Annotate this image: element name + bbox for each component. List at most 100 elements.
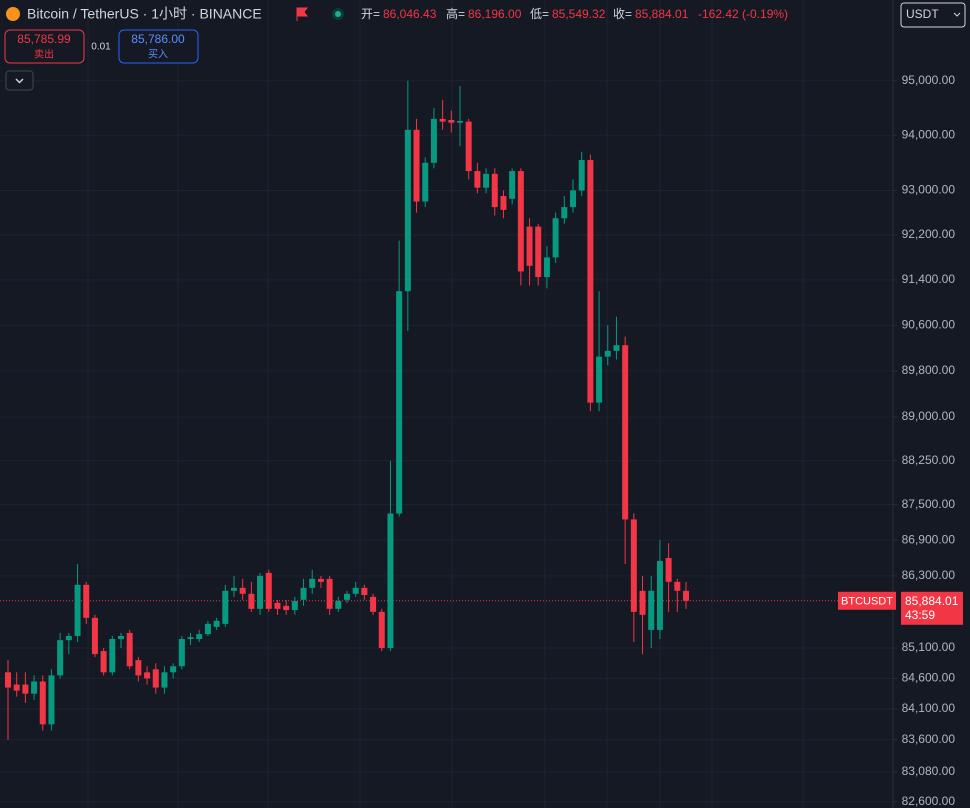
candle-body [578,160,585,191]
candle-body [31,681,38,694]
buy-label[interactable]: 买入 [148,49,168,61]
candle-body [65,635,72,641]
y-tick-label: 84,100.00 [902,701,956,715]
candle-body [335,601,342,609]
candle-body [257,575,264,609]
candle-body [370,596,377,612]
collapse-box[interactable] [5,70,34,91]
candle-body [144,672,151,679]
candles [5,80,689,740]
candle-body [265,572,272,609]
candle-body [352,587,359,594]
buy-button[interactable]: 85,786.00 买入 [118,29,199,64]
flag-icon[interactable] [296,7,308,21]
ohlc-value: 86,196.00 [468,7,522,21]
candle-body [178,638,185,667]
sell-price[interactable]: 85,785.99 [17,32,71,46]
ohlc-value: 86,046.43 [383,7,437,21]
candle-body [526,226,533,266]
candle-body [422,162,429,202]
candle-body [465,121,472,172]
y-tick-label: 84,600.00 [902,671,956,685]
candle-body [57,640,64,676]
sell-box[interactable] [4,29,85,64]
candle-body [630,519,637,612]
candle-body [639,590,646,615]
candle-body [291,601,298,611]
candle-body [118,635,124,639]
ohlc-label: 开= [361,7,380,21]
y-tick-label: 91,400.00 [902,272,956,286]
candle-body [204,623,211,635]
y-tick-label: 86,900.00 [902,532,956,546]
candle-body [509,171,516,199]
price-box [901,591,963,625]
candle-body [152,669,159,688]
candle-body [239,587,246,594]
candle-body [231,587,237,591]
candle-body [587,160,594,403]
status-dot [335,11,341,17]
candle-body [170,666,177,673]
candle-body [517,171,524,272]
ohlc-label: 收= [613,7,632,21]
currency-dropdown[interactable]: USDT [900,2,966,28]
y-tick-label: 95,000.00 [902,73,956,87]
sell-label[interactable]: 卖出 [34,48,54,61]
y-tick-label: 94,000.00 [902,127,956,141]
dropdown-box[interactable] [900,2,966,28]
candle-body [552,218,559,258]
chevron[interactable] [15,78,24,84]
buy-box[interactable] [118,29,199,64]
quantity[interactable]: 0.01 [91,42,111,53]
ohlc-label: 高= [446,6,465,21]
candle-body [387,513,394,649]
candle-body [344,593,350,600]
buy-price[interactable]: 85,786.00 [131,32,185,46]
candle-body [100,651,107,673]
chevron[interactable] [953,12,961,17]
sell-button[interactable]: 85,785.99 卖出 [4,29,85,64]
candle-body [483,173,490,188]
symbol-title[interactable]: Bitcoin / TetherUS · 1小时 · BINANCE [27,6,262,22]
candle-body [300,587,307,600]
candle-body [413,129,420,202]
candle-body [22,684,29,694]
candle-body [309,578,316,588]
candle-body [457,121,463,123]
symbol-box [838,591,896,610]
currency[interactable]: USDT [906,7,939,21]
candle-body [500,195,507,210]
candle-body [570,190,576,208]
candle-body [135,660,142,676]
last-price-label: 85,884.01 [905,594,959,608]
y-tick-label: 89,800.00 [902,363,956,377]
y-axis: 95,000.00 94,000.00 93,000.00 92,200.00 91,4… [893,73,955,808]
candle-body [378,611,385,649]
candle-body [361,587,368,596]
y-tick-label: 86,300.00 [902,568,956,582]
candle-body [326,578,333,609]
candle-body [48,675,55,725]
candle-body [404,129,411,292]
change: -162.42 (-0.19%) [698,7,788,21]
y-tick-label: 89,000.00 [902,409,956,423]
candle-body [274,602,281,609]
candle-body [604,350,611,357]
collapse-button[interactable] [5,70,34,91]
candle-body [317,578,324,582]
candle-body [543,257,550,278]
candle-body [213,620,220,627]
grid [0,0,893,808]
candle-body [109,638,116,673]
candle-body [596,356,603,403]
candle-body [622,345,629,520]
ohlc-value: 85,884.01 [635,7,689,21]
y-tick-label: 93,000.00 [902,183,956,197]
candle-body [222,590,229,624]
candle-body [74,584,81,636]
candle-body [683,590,689,601]
y-tick-label: 83,600.00 [902,732,956,746]
